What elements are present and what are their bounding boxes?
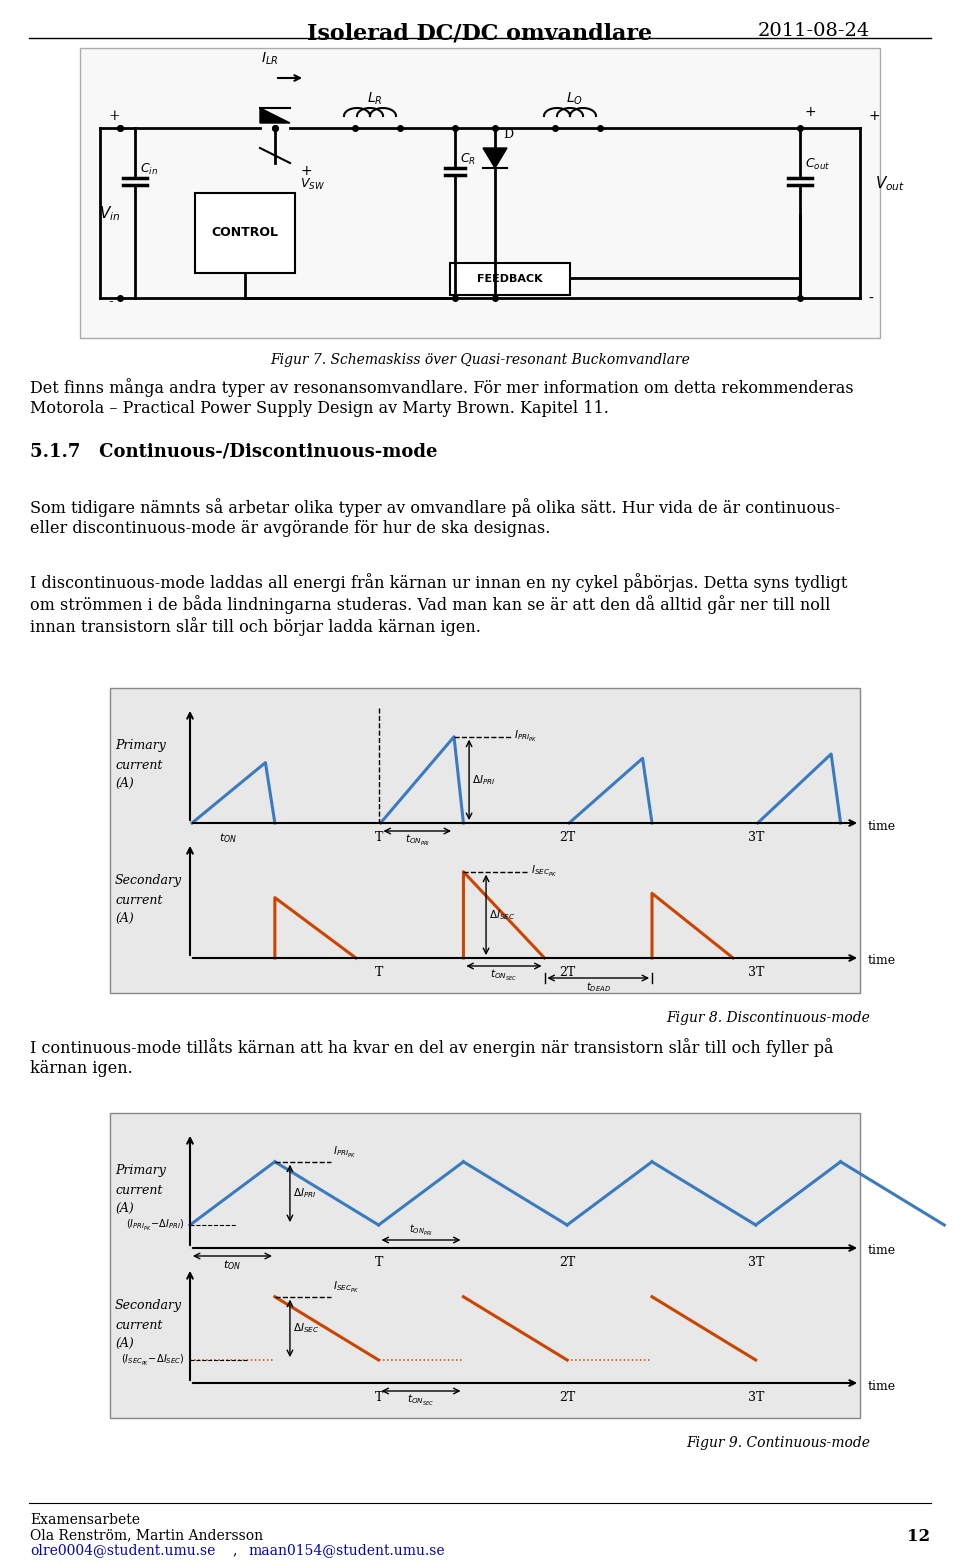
- Text: +: +: [805, 105, 817, 119]
- Text: Figur 8. Discontinuous-mode: Figur 8. Discontinuous-mode: [666, 1011, 870, 1025]
- Text: $\Delta I_{PRI}$: $\Delta I_{PRI}$: [293, 1186, 317, 1200]
- Text: current: current: [115, 894, 162, 907]
- Text: T: T: [374, 1391, 383, 1404]
- Text: $t_{ON_{PRI}}$: $t_{ON_{PRI}}$: [405, 833, 430, 849]
- Text: $I_{SEC_{PK}}$: $I_{SEC_{PK}}$: [333, 1280, 360, 1294]
- Text: current: current: [115, 1319, 162, 1332]
- Text: Primary: Primary: [115, 739, 166, 752]
- Text: 3T: 3T: [748, 832, 764, 844]
- Text: 2T: 2T: [559, 832, 575, 844]
- Polygon shape: [260, 108, 290, 123]
- Text: current: current: [115, 760, 162, 772]
- Text: $L_R$: $L_R$: [368, 91, 383, 108]
- Text: $t_{ON}$: $t_{ON}$: [219, 832, 237, 844]
- Text: $(I_{SEC_{PK}}\!-\!\Delta I_{SEC})$: $(I_{SEC_{PK}}\!-\!\Delta I_{SEC})$: [121, 1352, 185, 1368]
- Polygon shape: [483, 148, 507, 167]
- Bar: [195, 192, 295, 274]
- Text: Det finns många andra typer av resonansomvandlare. För mer information om detta : Det finns många andra typer av resonanso…: [30, 378, 853, 416]
- Text: (A): (A): [115, 777, 133, 789]
- Text: CONTROL: CONTROL: [211, 227, 278, 239]
- Text: Figur 9. Continuous-mode: Figur 9. Continuous-mode: [686, 1436, 870, 1450]
- Text: 5.1.7   Continuous-/Discontinuous-mode: 5.1.7 Continuous-/Discontinuous-mode: [30, 442, 438, 461]
- Text: 3T: 3T: [748, 966, 764, 978]
- Text: Isolerad DC/DC omvandlare: Isolerad DC/DC omvandlare: [307, 22, 653, 44]
- Text: (A): (A): [115, 1336, 133, 1350]
- Text: $C_{out}$: $C_{out}$: [805, 156, 830, 172]
- Text: Examensarbete: Examensarbete: [30, 1513, 140, 1527]
- Text: I continuous-mode tillåts kärnan att ha kvar en del av energin när transistorn s: I continuous-mode tillåts kärnan att ha …: [30, 1038, 833, 1077]
- Text: -: -: [108, 295, 112, 309]
- Text: time: time: [868, 1244, 896, 1258]
- Text: T: T: [374, 1257, 383, 1269]
- Text: (A): (A): [115, 911, 133, 925]
- Text: (A): (A): [115, 1202, 133, 1214]
- Text: D: D: [503, 128, 514, 141]
- Text: Secondary: Secondary: [115, 1299, 182, 1311]
- Text: 2T: 2T: [559, 1391, 575, 1404]
- Bar: [110, 688, 860, 993]
- Text: maan0154@student.umu.se: maan0154@student.umu.se: [248, 1543, 444, 1557]
- Text: I discontinuous-mode laddas all energi från kärnan ur innan en ny cykel påbörjas: I discontinuous-mode laddas all energi f…: [30, 574, 848, 636]
- Text: FEEDBACK: FEEDBACK: [477, 274, 542, 284]
- Text: time: time: [868, 1380, 896, 1393]
- Text: 3T: 3T: [748, 1257, 764, 1269]
- Text: $C_{in}$: $C_{in}$: [140, 163, 158, 177]
- Text: olre0004@student.umu.se: olre0004@student.umu.se: [30, 1543, 215, 1557]
- Text: time: time: [868, 955, 896, 967]
- Text: $I_{PRI_{PK}}$: $I_{PRI_{PK}}$: [514, 730, 537, 744]
- Text: ,: ,: [233, 1543, 242, 1557]
- Text: Ola Renström, Martin Andersson: Ola Renström, Martin Andersson: [30, 1529, 263, 1543]
- Text: $C_R$: $C_R$: [460, 152, 476, 167]
- Text: $t_{ON}$: $t_{ON}$: [224, 1258, 242, 1272]
- Text: $I_{PRI_{PK}}$: $I_{PRI_{PK}}$: [333, 1144, 357, 1160]
- Bar: [110, 1113, 860, 1418]
- Text: $I_{SEC_{PK}}$: $I_{SEC_{PK}}$: [532, 864, 558, 880]
- Text: 2T: 2T: [559, 966, 575, 978]
- Text: $t_{ON_{SEC}}$: $t_{ON_{SEC}}$: [407, 1393, 435, 1408]
- Bar: [450, 263, 570, 295]
- Text: Secondary: Secondary: [115, 874, 182, 886]
- Text: Som tidigare nämnts så arbetar olika typer av omvandlare på olika sätt. Hur vida: Som tidigare nämnts så arbetar olika typ…: [30, 499, 840, 536]
- Text: $\Delta I_{SEC}$: $\Delta I_{SEC}$: [489, 908, 516, 922]
- Text: -: -: [868, 292, 873, 306]
- Text: $V_{out}$: $V_{out}$: [875, 173, 905, 192]
- Text: $(I_{PRI_{PK}}\!-\!\Delta I_{PRI})$: $(I_{PRI_{PK}}\!-\!\Delta I_{PRI})$: [127, 1218, 185, 1233]
- Text: $V_{SW}$: $V_{SW}$: [300, 177, 325, 192]
- Text: Primary: Primary: [115, 1164, 166, 1177]
- Text: time: time: [868, 819, 896, 833]
- Text: Figur 7. Schemaskiss över Quasi-resonant Buckomvandlare: Figur 7. Schemaskiss över Quasi-resonant…: [270, 353, 690, 367]
- Bar: [80, 48, 880, 338]
- Text: 3T: 3T: [748, 1391, 764, 1404]
- Text: $I_{LR}$: $I_{LR}$: [261, 52, 278, 67]
- Text: $t_{ON_{SEC}}$: $t_{ON_{SEC}}$: [491, 967, 517, 983]
- Text: 2T: 2T: [559, 1257, 575, 1269]
- Text: T: T: [374, 832, 383, 844]
- Text: $V_{in}$: $V_{in}$: [99, 205, 121, 222]
- Text: +: +: [108, 109, 120, 123]
- Text: 2011-08-24: 2011-08-24: [757, 22, 870, 41]
- Text: +: +: [300, 164, 312, 178]
- Text: +: +: [868, 109, 879, 123]
- Text: $\Delta I_{SEC}$: $\Delta I_{SEC}$: [293, 1321, 320, 1335]
- Text: $\Delta I_{PRI}$: $\Delta I_{PRI}$: [472, 774, 495, 786]
- Text: $L_O$: $L_O$: [566, 91, 584, 108]
- Text: $t_{DEAD}$: $t_{DEAD}$: [586, 980, 611, 994]
- Text: current: current: [115, 1185, 162, 1197]
- Text: $t_{ON_{PRI}}$: $t_{ON_{PRI}}$: [409, 1222, 433, 1238]
- Text: 12: 12: [907, 1529, 930, 1544]
- Text: T: T: [374, 966, 383, 978]
